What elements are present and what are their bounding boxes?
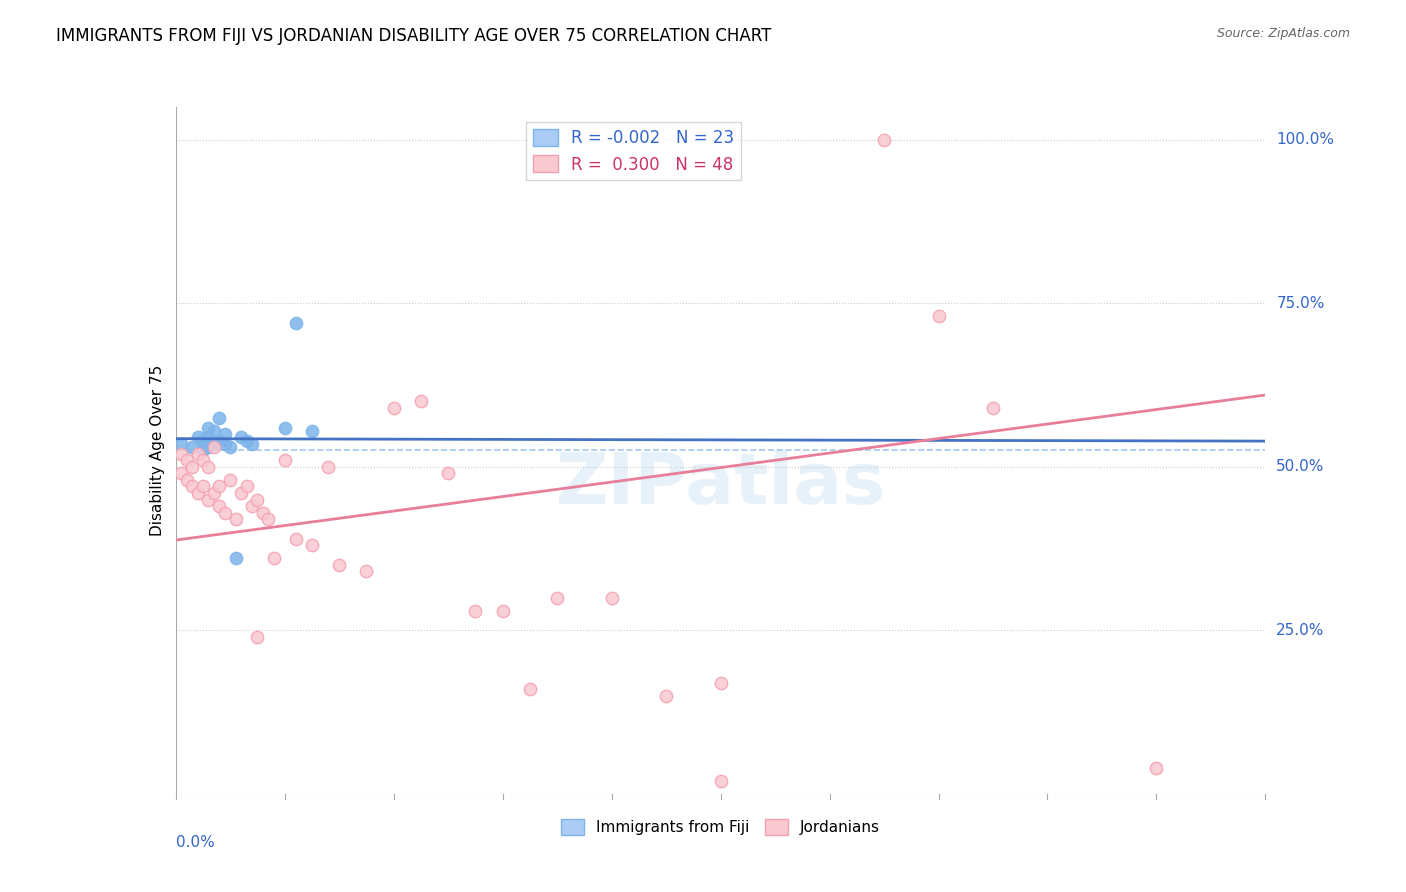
Point (202, 437, 225, 451)
Point (197, 430, 219, 444)
Point (710, 675, 733, 690)
Point (186, 430, 209, 444)
Point (208, 499, 231, 513)
Point (301, 538, 323, 552)
Point (208, 479, 231, 493)
Point (873, 133, 896, 147)
Point (655, 689, 678, 703)
Point (981, 401, 1004, 415)
Point (263, 551, 285, 566)
Point (214, 427, 236, 442)
Text: 25.0%: 25.0% (1277, 623, 1324, 638)
Point (208, 410, 231, 425)
Point (170, 447, 193, 461)
Point (257, 512, 280, 526)
Text: 50.0%: 50.0% (1277, 459, 1324, 475)
Point (181, 440, 204, 454)
Point (318, 459, 340, 474)
Text: ZIPatlas: ZIPatlas (555, 450, 886, 519)
Point (437, 467, 460, 481)
Point (170, 467, 193, 481)
Text: 0.0%: 0.0% (176, 835, 215, 850)
Point (240, 437, 263, 451)
Point (546, 591, 568, 605)
Point (197, 440, 219, 454)
Point (214, 437, 236, 451)
Point (235, 479, 257, 493)
Point (600, 591, 623, 605)
Point (225, 512, 247, 526)
Point (191, 434, 214, 448)
Point (214, 506, 236, 520)
Point (197, 420, 219, 434)
Point (519, 682, 541, 697)
Point (710, 773, 733, 788)
Point (328, 558, 350, 572)
Point (219, 473, 242, 487)
Point (186, 447, 209, 461)
Point (252, 506, 274, 520)
Point (284, 316, 307, 330)
Point (928, 310, 950, 324)
Point (186, 486, 209, 500)
Point (176, 453, 198, 467)
Point (382, 401, 405, 415)
Point (170, 437, 193, 451)
Point (240, 499, 263, 513)
Text: Source: ZipAtlas.com: Source: ZipAtlas.com (1216, 27, 1350, 40)
Point (231, 486, 253, 500)
Point (181, 459, 204, 474)
Point (191, 453, 214, 467)
Point (202, 440, 225, 454)
Point (197, 459, 219, 474)
Point (191, 479, 214, 493)
Legend: Immigrants from Fiji, Jordanians: Immigrants from Fiji, Jordanians (555, 813, 886, 841)
Point (284, 532, 307, 546)
Text: 75.0%: 75.0% (1277, 296, 1324, 310)
Point (202, 486, 225, 500)
Point (464, 604, 486, 618)
Point (191, 443, 214, 458)
Point (202, 434, 225, 448)
Point (246, 630, 269, 644)
Point (197, 492, 219, 507)
Point (208, 434, 231, 448)
Point (492, 604, 515, 618)
Point (235, 434, 257, 448)
Point (181, 479, 204, 493)
Text: 100.0%: 100.0% (1277, 132, 1334, 147)
Point (356, 565, 378, 579)
Point (246, 492, 269, 507)
Point (176, 473, 198, 487)
Y-axis label: Disability Age Over 75: Disability Age Over 75 (149, 365, 165, 536)
Point (225, 551, 247, 566)
Text: IMMIGRANTS FROM FIJI VS JORDANIAN DISABILITY AGE OVER 75 CORRELATION CHART: IMMIGRANTS FROM FIJI VS JORDANIAN DISABI… (56, 27, 772, 45)
Point (219, 440, 242, 454)
Point (409, 394, 432, 409)
Point (274, 420, 297, 434)
Point (274, 453, 297, 467)
Point (231, 430, 253, 444)
Point (1144, 761, 1167, 775)
Point (301, 424, 323, 438)
Point (202, 424, 225, 438)
